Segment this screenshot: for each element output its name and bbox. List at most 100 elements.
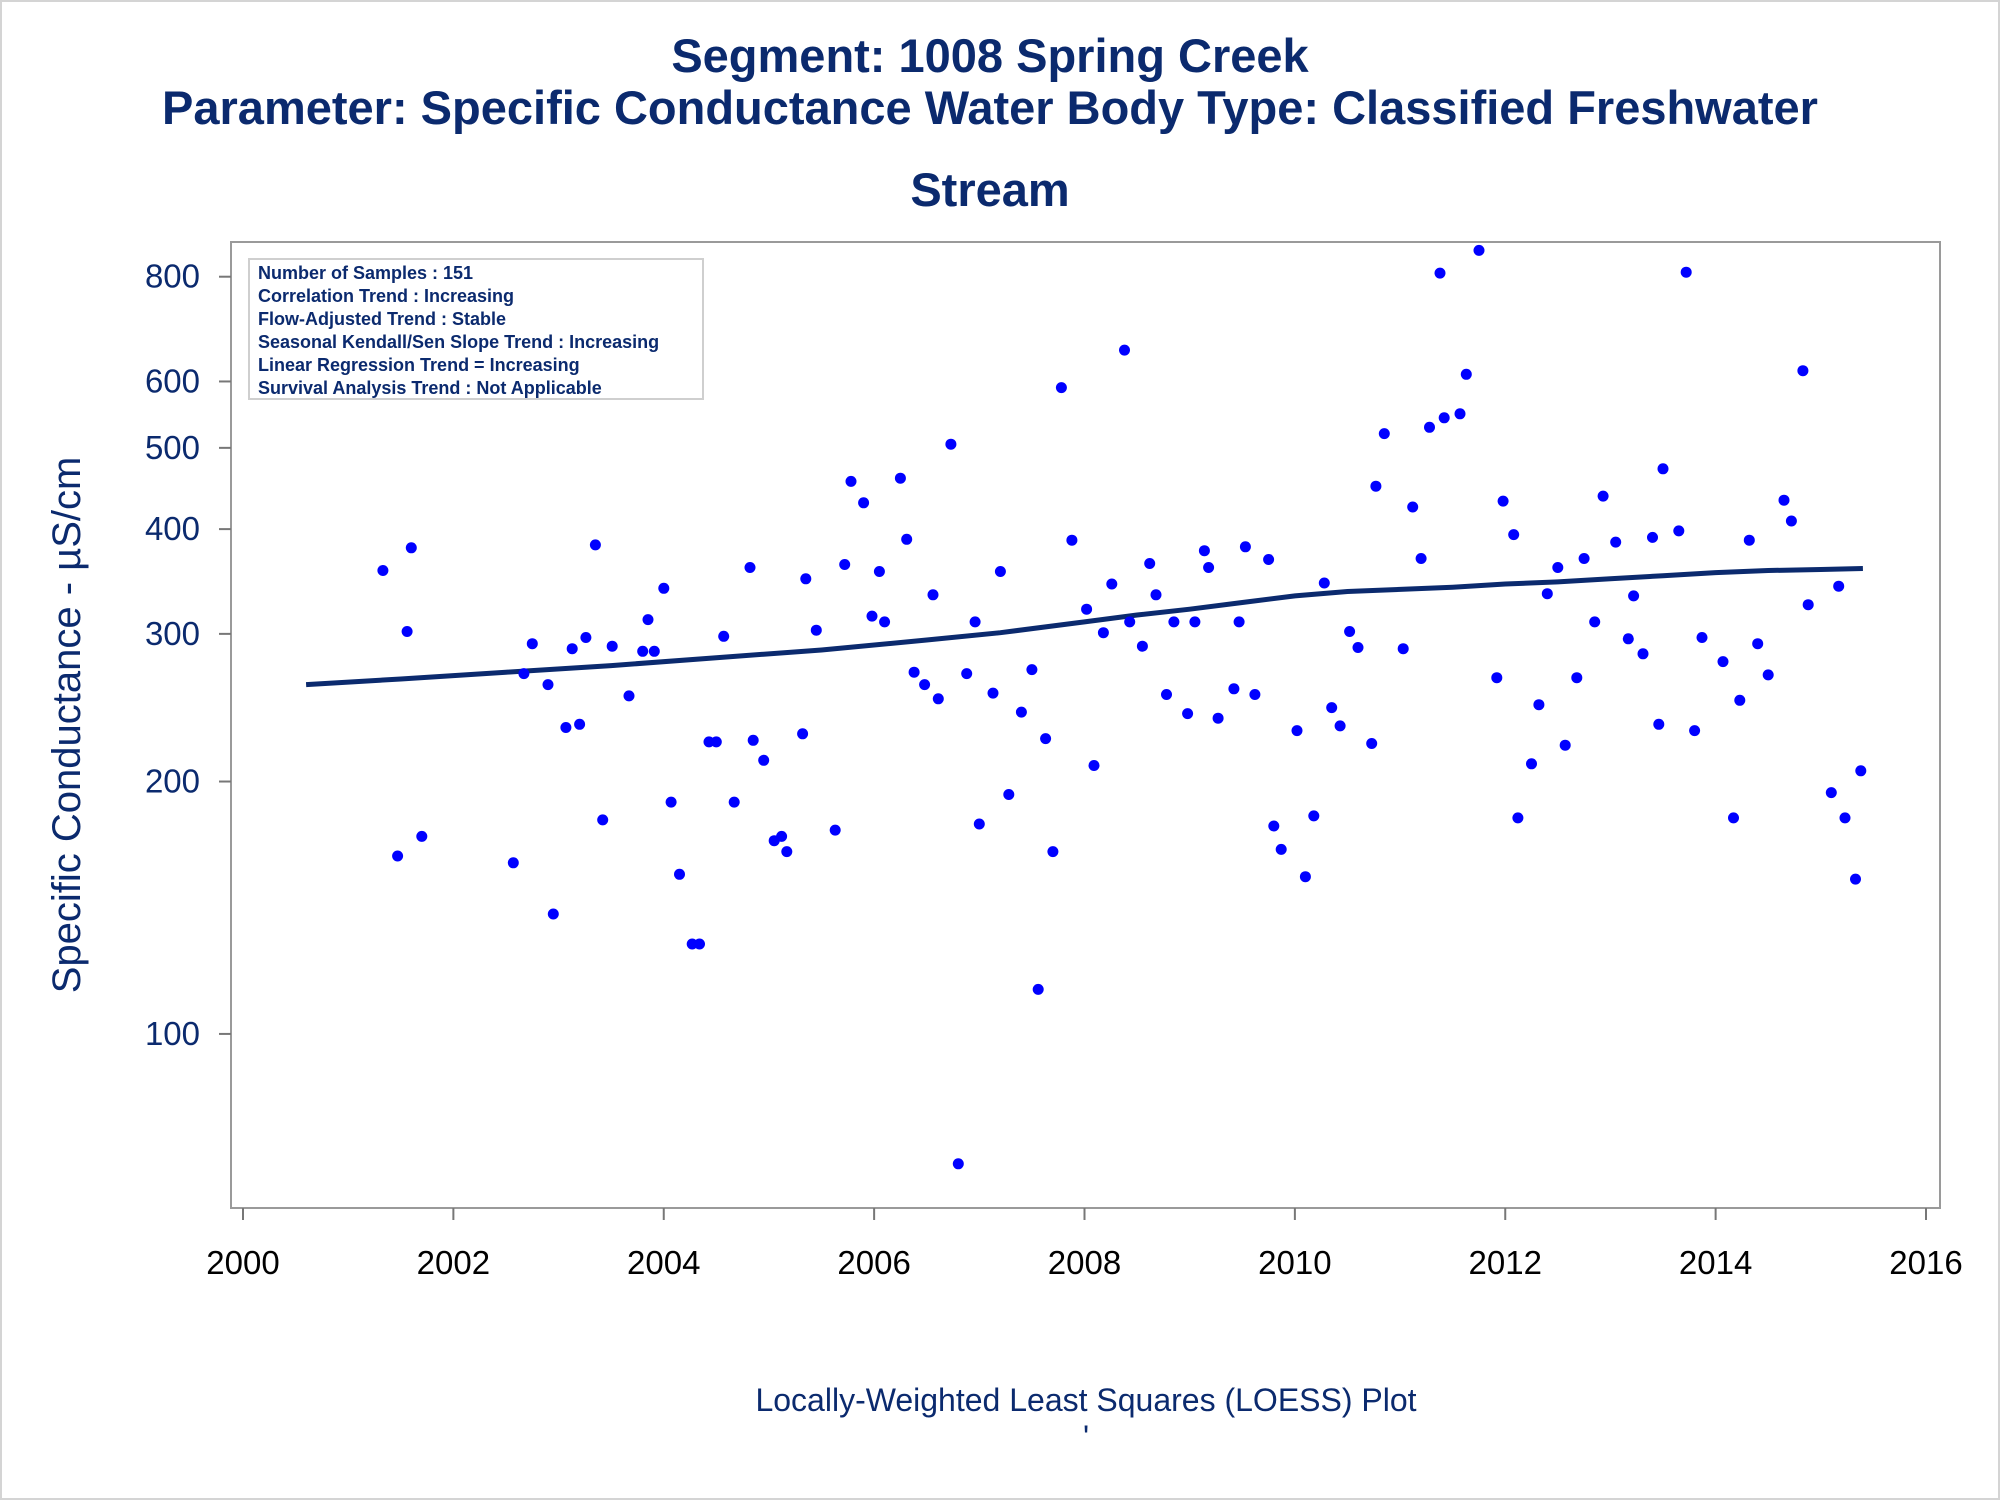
sample-point <box>1541 588 1553 600</box>
sample-points <box>300 244 1867 1170</box>
x-tick-label: 2004 <box>627 1244 700 1281</box>
sample-point <box>744 562 756 573</box>
sample-point <box>1850 873 1861 885</box>
sample-point <box>1526 758 1537 770</box>
sample-point <box>1015 706 1027 718</box>
sample-point <box>1578 553 1590 564</box>
sample-point <box>1673 525 1685 537</box>
sample-point <box>1778 494 1790 506</box>
sample-point <box>873 566 885 577</box>
sample-point <box>1825 787 1837 799</box>
sample-point <box>1589 616 1601 628</box>
y-tick-label: 500 <box>145 429 200 466</box>
x-axis: 2000 2002 2004 2006 2008 2010 2012 2014 2016 <box>206 1208 1963 1281</box>
sample-point <box>1168 616 1180 628</box>
sample-point <box>919 679 931 691</box>
sample-point <box>1124 616 1136 628</box>
sample-point <box>710 736 722 748</box>
sample-point <box>1797 365 1809 377</box>
sample-point <box>1407 501 1419 513</box>
sample-point <box>1352 642 1364 653</box>
stats-line-survival: Survival Analysis Trend : Not Applicable <box>258 378 602 398</box>
sample-point <box>758 754 770 766</box>
sample-point <box>894 472 906 484</box>
stats-line-seasonal-kendall: Seasonal Kendall/Sen Slope Trend : Incre… <box>258 332 659 352</box>
sample-point <box>560 722 572 733</box>
footnote-mark: ' <box>1083 1419 1089 1455</box>
sample-point <box>547 908 559 920</box>
sample-point <box>1040 733 1052 745</box>
stats-line-linear-regression: Linear Regression Trend = Increasing <box>258 355 580 375</box>
sample-point <box>1696 632 1708 643</box>
sample-point <box>1198 545 1210 557</box>
sample-point <box>658 582 670 594</box>
sample-point <box>952 1158 964 1170</box>
sample-point <box>1559 739 1571 751</box>
sample-point <box>1299 871 1311 883</box>
x-tick-label: 2000 <box>206 1244 279 1281</box>
sample-point <box>580 632 592 643</box>
sample-point <box>781 846 793 858</box>
x-tick-label: 2010 <box>1258 1244 1331 1281</box>
sample-point <box>1597 490 1609 502</box>
y-tick-label: 600 <box>145 362 200 399</box>
sample-point <box>1628 590 1640 602</box>
sample-point <box>1182 708 1194 720</box>
x-tick-label: 2002 <box>417 1244 490 1281</box>
stats-line-flow-adjusted: Flow-Adjusted Trend : Stable <box>258 309 506 329</box>
y-tick-label: 300 <box>145 615 200 652</box>
sample-point <box>1460 368 1472 380</box>
sample-point <box>1734 694 1746 706</box>
sample-point <box>797 728 809 740</box>
sample-point <box>1161 689 1172 700</box>
sample-point <box>1785 515 1797 527</box>
sample-point <box>1003 789 1015 800</box>
sample-point <box>637 645 649 657</box>
x-tick-label: 2016 <box>1889 1244 1962 1281</box>
sample-point <box>927 589 939 601</box>
sample-point <box>776 830 788 842</box>
sample-point <box>416 830 428 842</box>
chart-title-parameter: Parameter: Specific Conductance Water Bo… <box>162 81 1818 134</box>
sample-point <box>1047 846 1059 858</box>
sample-point <box>901 533 913 545</box>
sample-point <box>1728 812 1739 824</box>
y-axis-title: Specific Conductance - µS/cm <box>45 457 89 994</box>
sample-point <box>1239 541 1251 553</box>
sample-point <box>1802 599 1814 611</box>
sample-point <box>1119 344 1130 356</box>
sample-point <box>507 857 519 869</box>
sample-point <box>1839 812 1851 824</box>
sample-point <box>718 630 730 642</box>
sample-point <box>1233 616 1245 628</box>
x-tick-label: 2006 <box>837 1244 910 1281</box>
sample-point <box>1228 683 1240 695</box>
sample-point <box>1189 616 1201 628</box>
sample-point <box>648 645 660 657</box>
sample-point <box>1366 738 1378 749</box>
sample-point <box>566 643 578 655</box>
sample-point <box>747 734 759 746</box>
sample-point <box>1657 463 1669 475</box>
sample-point <box>606 640 618 652</box>
footnote-loess: Locally-Weighted Least Squares (LOESS) P… <box>755 1382 1416 1418</box>
sample-point <box>642 614 654 626</box>
sample-point <box>1434 267 1446 279</box>
sample-point <box>526 638 538 650</box>
sample-point <box>1032 983 1044 995</box>
sample-point <box>1378 428 1390 440</box>
sample-point <box>1397 643 1409 655</box>
sample-point <box>1081 603 1093 615</box>
sample-point <box>866 610 878 622</box>
sample-point <box>1473 244 1485 256</box>
sample-point <box>674 868 685 880</box>
sample-point <box>1689 725 1701 737</box>
sample-point <box>1438 412 1450 424</box>
sample-point <box>1497 495 1509 507</box>
sample-point <box>1308 810 1320 822</box>
chart-title-segment: Segment: 1008 Spring Creek <box>671 29 1309 82</box>
sample-point <box>1647 531 1658 543</box>
sample-point <box>1653 718 1665 730</box>
sample-point <box>518 668 530 680</box>
